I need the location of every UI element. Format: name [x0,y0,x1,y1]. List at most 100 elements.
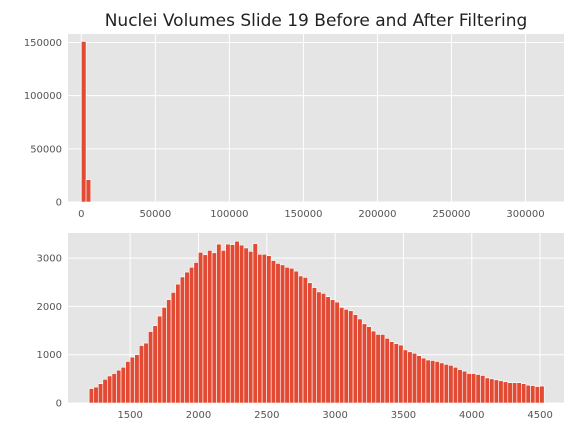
bottom-histogram-bar [499,381,504,403]
bottom-histogram-bar [312,288,317,403]
bottom-histogram-bar [176,284,181,403]
bottom-histogram-bar [116,370,121,403]
bottom-histogram-bar [394,344,399,403]
bottom-x-tick-label: 2000 [186,410,211,421]
top-x-tick-label: 0 [78,209,84,220]
bottom-histogram-bar [494,380,499,403]
bottom-histogram-bar [153,326,158,403]
bottom-histogram-bar [148,332,153,403]
bottom-histogram-bar [217,244,222,403]
bottom-histogram-bar [112,374,117,403]
bottom-histogram-bar [167,300,172,403]
bottom-histogram-bar [353,315,358,403]
bottom-histogram-bar [367,327,372,403]
bottom-histogram-bar [344,309,349,403]
bottom-histogram-bar [480,375,485,403]
bottom-histogram-bar [194,262,199,403]
bottom-histogram-bar [89,389,94,403]
top-x-tick-label: 150000 [284,209,322,220]
bottom-histogram-bar [244,248,249,403]
bottom-histogram-bar [453,367,458,403]
bottom-histogram-bar [230,245,235,403]
histogram-after-filtering: 1500 2000 2500 3000 3500 4000 4500 0 1000 2000 300… [37,233,564,421]
bottom-histogram-bar [330,300,335,403]
bottom-histogram-bar [540,386,545,403]
bottom-histogram-bar [426,360,431,403]
bottom-histogram-bar [385,338,390,403]
bottom-histogram-bar [421,358,426,403]
bottom-histogram-bar [253,244,258,403]
bottom-histogram-bar [458,370,463,403]
bottom-histogram-bar [467,374,472,403]
bottom-histogram-bar [126,361,131,403]
top-y-tick-label: 150000 [24,38,62,49]
top-y-tick-label: 100000 [24,91,62,102]
bottom-histogram-bar [521,384,526,403]
bottom-histogram-bar [380,334,385,403]
chart-title: Nuclei Volumes Slide 19 Before and After… [105,11,528,31]
bottom-histogram-bar [417,356,422,403]
bottom-histogram-bar [294,271,299,403]
bottom-histogram-bar [212,253,217,403]
bottom-histogram-bar [476,375,481,403]
bottom-histogram-bar [157,316,162,403]
bottom-histogram-bar [531,386,536,403]
bottom-histogram-bar [412,353,417,403]
top-x-tick-label: 100000 [210,209,248,220]
bottom-y-tick-label: 0 [56,399,62,410]
bottom-histogram-bar [490,379,495,403]
bottom-histogram-bar [471,374,476,403]
bottom-histogram-bar [503,382,508,403]
bottom-histogram-bar [258,254,263,403]
bottom-histogram-bar [144,343,149,403]
top-x-tick-label: 250000 [432,209,470,220]
bottom-histogram-bar [248,251,253,403]
bottom-histogram-bar [376,334,381,403]
bottom-histogram-bar [389,342,394,403]
bottom-histogram-bar [399,345,404,403]
bottom-x-tick-label: 3500 [391,410,416,421]
bottom-histogram-bar [512,383,517,403]
bottom-y-tick-label: 3000 [37,254,62,265]
bottom-histogram-bar [485,378,490,403]
bottom-histogram-bar [326,297,331,403]
bottom-histogram-bar [440,363,445,403]
bottom-histogram-bar [349,311,354,403]
bottom-histogram-bar [317,292,322,403]
top-y-tick-label: 50000 [30,144,62,155]
bottom-histogram-bar [303,277,308,403]
bottom-histogram-bar [103,379,108,403]
bottom-x-tick-label: 1500 [117,410,142,421]
bottom-histogram-bar [430,361,435,404]
bottom-histogram-bar [226,244,231,403]
top-histogram-bar [81,41,86,202]
bottom-histogram-bar [121,367,126,403]
bottom-histogram-bar [130,357,135,403]
top-histogram-bar [86,180,91,202]
bottom-histogram-bar [135,355,140,403]
bottom-histogram-bar [267,256,272,403]
bottom-histogram-bar [298,276,303,403]
bottom-histogram-bar [185,272,190,403]
bottom-histogram-bar [189,267,194,403]
bottom-histogram-bar [262,254,267,403]
bottom-histogram-bar [235,241,240,403]
bottom-histogram-bar [335,302,340,403]
bottom-histogram-bar [535,387,540,403]
top-y-tick-label: 0 [56,198,62,209]
bottom-y-tick-label: 2000 [37,302,62,313]
bottom-histogram-bar [408,352,413,403]
bottom-x-tick-label: 2500 [254,410,279,421]
bottom-histogram-bar [362,324,367,403]
bottom-histogram-bar [308,283,313,403]
bottom-histogram-bar [271,261,276,403]
bottom-histogram-bar [462,371,467,403]
bottom-x-tick-label: 4500 [527,410,552,421]
bottom-histogram-bar [449,365,454,403]
histogram-before-filtering: 0 50000 100000 150000 200000 250000 300000 0 500… [24,34,564,220]
bottom-histogram-bar [280,265,285,403]
bottom-histogram-bar [276,263,281,403]
bottom-histogram-bar [444,364,449,403]
top-x-tick-label: 300000 [506,209,544,220]
